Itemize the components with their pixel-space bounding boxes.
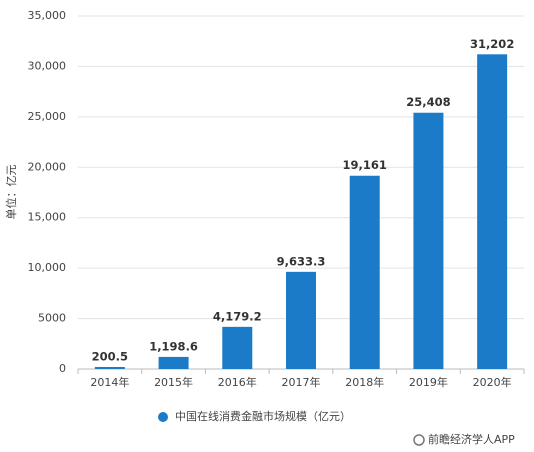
y-tick-label: 0 <box>59 362 66 375</box>
y-tick-label: 15,000 <box>28 211 67 224</box>
y-tick-label: 10,000 <box>28 261 67 274</box>
y-tick-label: 30,000 <box>28 59 67 72</box>
value-label: 31,202 <box>470 37 514 51</box>
bar <box>222 326 253 369</box>
y-tick-label: 5000 <box>38 312 66 325</box>
x-tick-label: 2017年 <box>282 375 321 389</box>
bar <box>94 366 125 369</box>
x-tick-label: 2019年 <box>409 375 448 389</box>
x-tick-label: 2020年 <box>473 375 512 389</box>
y-tick-label: 25,000 <box>28 110 67 123</box>
x-tick-label: 2018年 <box>345 375 384 389</box>
legend-label: 中国在线消费金融市场规模（亿元） <box>175 409 351 423</box>
source: 前瞻经济学人APP <box>428 432 515 446</box>
bar <box>349 175 380 369</box>
bar <box>477 54 508 369</box>
value-label: 4,179.2 <box>213 309 262 323</box>
y-tick-label: 35,000 <box>28 9 67 22</box>
y-axis-title: 单位：亿元 <box>4 165 18 220</box>
value-label: 200.5 <box>92 349 128 363</box>
value-label: 1,198.6 <box>149 339 198 353</box>
y-tick-label: 20,000 <box>28 160 67 173</box>
bar <box>158 356 189 369</box>
x-tick-label: 2014年 <box>90 375 129 389</box>
value-label: 19,161 <box>343 158 387 172</box>
legend-marker <box>158 412 168 422</box>
value-label: 9,633.3 <box>277 254 326 268</box>
x-tick-label: 2015年 <box>154 375 193 389</box>
bar <box>286 271 316 369</box>
bar <box>413 112 444 369</box>
source-icon <box>413 434 425 446</box>
value-label: 25,408 <box>406 95 450 109</box>
x-tick-label: 2016年 <box>218 375 257 389</box>
